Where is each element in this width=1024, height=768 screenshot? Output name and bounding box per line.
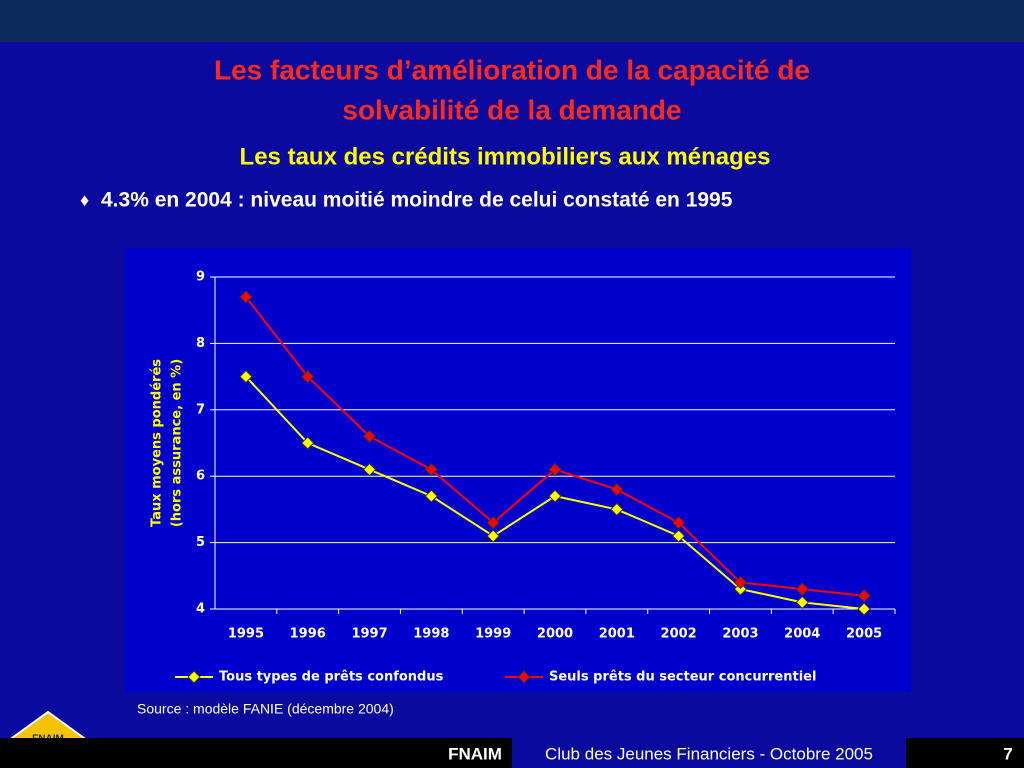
- x-tick-label: 1998: [413, 627, 449, 642]
- point-marker: [795, 595, 809, 610]
- point-marker: [610, 502, 624, 517]
- point-marker: [239, 369, 253, 384]
- footer-text: Club des Jeunes Financiers - Octobre 200…: [545, 744, 873, 763]
- legend-marker: [187, 670, 201, 684]
- point-marker: [424, 462, 439, 477]
- point-marker: [424, 489, 439, 503]
- y-axis-label: (hors assurance, en %): [170, 359, 185, 527]
- point-marker: [671, 515, 686, 530]
- x-tick-label: 1995: [228, 627, 264, 642]
- legend-label: Seuls prêts du secteur concurrentiel: [549, 670, 816, 685]
- point-marker: [610, 482, 624, 497]
- subtitle: Les taux des crédits immobiliers aux mén…: [240, 143, 771, 170]
- point-marker: [733, 575, 748, 590]
- chart-area: [125, 248, 911, 692]
- legend-marker: [517, 670, 531, 684]
- y-axis-label: Taux moyens pondérés: [150, 359, 165, 527]
- point-marker: [548, 462, 562, 477]
- point-marker: [548, 489, 562, 503]
- footer-brand: FNAIM: [448, 744, 502, 763]
- x-tick-label: 2003: [722, 627, 758, 642]
- point-marker: [301, 436, 315, 450]
- y-tick-label: 8: [196, 336, 205, 351]
- y-tick-label: 5: [196, 535, 205, 550]
- source: Source : modèle FANIE (décembre 2004): [137, 701, 394, 717]
- point-marker: [362, 462, 377, 477]
- x-tick-label: 2002: [661, 627, 697, 642]
- point-marker: [486, 515, 500, 530]
- x-tick-label: 2005: [846, 627, 882, 642]
- x-tick-label: 2001: [599, 627, 635, 642]
- bullet-symbol: ♦: [80, 190, 89, 210]
- y-tick-label: 6: [196, 469, 205, 484]
- top-bar: [0, 0, 1024, 42]
- title: solvabilité de la demande: [342, 94, 681, 125]
- point-marker: [671, 529, 686, 543]
- legend-label: Tous types de prêts confondus: [219, 670, 444, 685]
- x-tick-label: 1997: [351, 627, 387, 642]
- footer-box: [512, 738, 906, 768]
- y-tick-label: 7: [196, 402, 205, 417]
- point-marker: [301, 369, 315, 384]
- point-marker: [362, 429, 377, 444]
- y-tick-label: 9: [196, 270, 205, 285]
- point-marker: [857, 589, 871, 603]
- point-marker: [857, 602, 871, 616]
- point-marker: [239, 290, 253, 304]
- x-tick-label: 1996: [290, 627, 326, 642]
- x-tick-label: 2004: [784, 627, 820, 642]
- y-tick-label: 4: [196, 602, 205, 617]
- bullet: 4.3% en 2004 : niveau moitié moindre de …: [101, 189, 733, 212]
- x-tick-label: 1999: [475, 627, 511, 642]
- point-marker: [795, 582, 809, 596]
- title: Les facteurs d’amélioration de la capaci…: [214, 54, 810, 85]
- page-number: 7: [1003, 744, 1012, 763]
- x-tick-label: 2000: [537, 627, 573, 642]
- point-marker: [486, 529, 500, 543]
